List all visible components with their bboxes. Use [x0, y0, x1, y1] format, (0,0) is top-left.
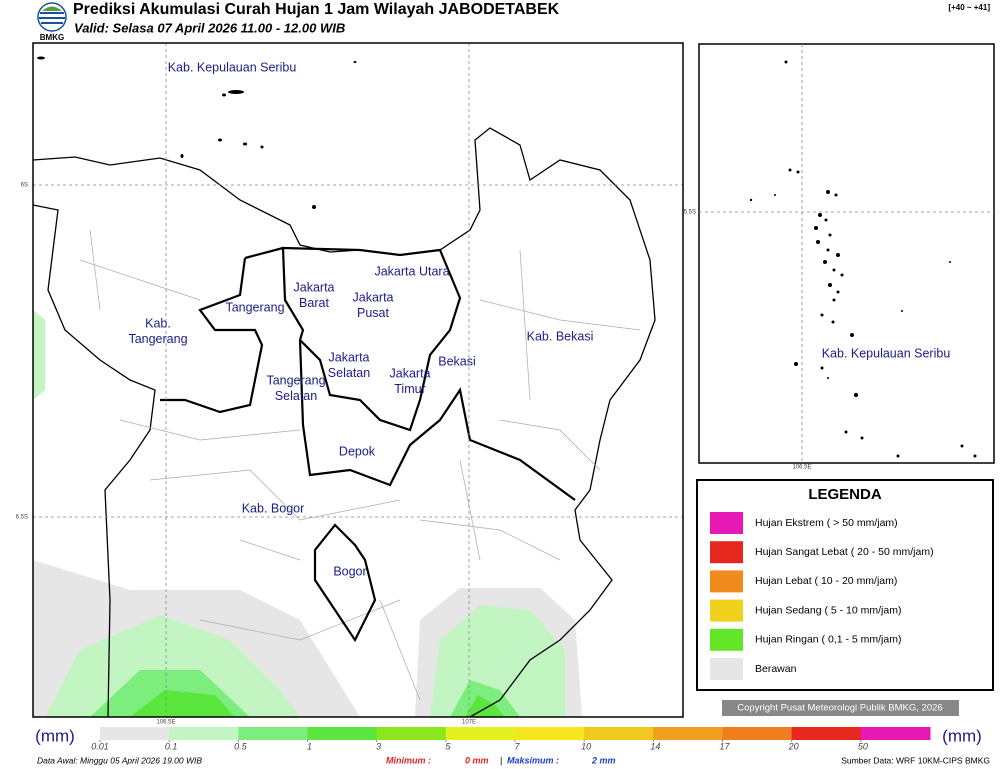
map-label: Jakarta [353, 290, 394, 304]
colorbar-segment [238, 727, 308, 740]
legend-label: Hujan Sedang ( 5 - 10 mm/jam) [755, 604, 901, 616]
main-map [32, 42, 684, 718]
lat-label: 6S [21, 183, 28, 189]
map-label: Kab. Bekasi [527, 329, 594, 343]
colorbar-tick-label: 14 [650, 741, 660, 751]
inset-map [698, 43, 995, 464]
copyright-box [722, 700, 959, 716]
lon-label: 106.5E [792, 465, 811, 471]
colorbar-segment [100, 727, 170, 740]
map-label: Bogor [333, 564, 366, 578]
colorbar-segment [307, 727, 378, 740]
colorbar-tick-label: 0.5 [234, 741, 248, 751]
colorbar-segment [169, 727, 239, 740]
data-awal: Data Awal: Minggu 05 April 2026 19.00 WI… [37, 755, 202, 765]
legend-title: LEGENDA [808, 486, 882, 503]
max-value: 2 mm [591, 755, 616, 765]
islands [37, 56, 357, 209]
colorbar-segment [722, 727, 793, 740]
map-label: Barat [299, 296, 329, 310]
light-rain-area [33, 310, 45, 400]
map-label: Jakarta [329, 350, 370, 364]
colorbar-segment [376, 727, 447, 740]
jakarta-boundary [281, 246, 462, 432]
colorbar-segment [515, 727, 585, 740]
colorbar-tick-label: 0.1 [165, 741, 178, 751]
unit-label: (mm) [35, 726, 75, 745]
max-label: Maksimum : [507, 755, 559, 765]
colorbar-segment [860, 727, 931, 740]
map-label: Jakarta [390, 366, 431, 380]
legend-swatch [710, 628, 743, 651]
colorbar-tick-label: 1 [307, 741, 312, 751]
legend-label: Hujan Lebat ( 10 - 20 mm/jam) [755, 575, 897, 587]
map-label: Jakarta Utara [374, 264, 449, 278]
source: Sumber Data: WRF 10KM-CIPS BMKG [841, 755, 990, 765]
min-label: Minimum : [386, 755, 431, 765]
province-boundary [160, 246, 576, 501]
map-label: Kab. Kepulauan Seribu [168, 60, 297, 74]
colorbar-tick-label: 7 [514, 741, 520, 751]
colorbar-tick-label: 17 [719, 741, 730, 751]
map-label: Depok [339, 444, 376, 458]
colorbar-tick-label: 3 [376, 741, 381, 751]
map-label: Bekasi [438, 354, 476, 368]
colorbar-tick-label: 5 [445, 741, 451, 751]
land-boundary [33, 204, 156, 717]
colorbar-segment [445, 727, 516, 740]
rain-area [450, 680, 520, 717]
map-label: Jakarta [294, 280, 335, 294]
lon-label: 107E [462, 720, 476, 726]
logo-text: BMKG [40, 33, 64, 42]
map-label: Tangerang [128, 332, 187, 346]
legend-swatch [710, 512, 743, 534]
legend-swatch [710, 570, 743, 593]
colorbar-tick-label: 20 [788, 741, 799, 751]
lat-label: 6.5S [16, 515, 28, 521]
inset-label: Kab. Kepulauan Seribu [822, 346, 951, 360]
colorbar-segment [584, 727, 654, 740]
colorbar-tick-label: 50 [858, 741, 868, 751]
map-label: Kab. [145, 316, 171, 330]
unit-label: (mm) [942, 726, 982, 745]
map-label: Tangerang [225, 300, 284, 314]
range: [+40 ~ +41] [948, 3, 990, 12]
bogor-boundary [313, 523, 377, 643]
colorbar-tick-label: 10 [581, 741, 591, 751]
legend-label: Hujan Ringan ( 0,1 - 5 mm/jam) [755, 634, 901, 646]
title: Prediksi Akumulasi Curah Hujan 1 Jam Wil… [73, 1, 560, 18]
lon-label: 106.5E [156, 720, 175, 726]
rain-area [465, 695, 505, 717]
legend-label: Hujan Sangat Lebat ( 20 - 50 mm/jam) [755, 546, 934, 558]
light-rain-area [430, 605, 565, 717]
separator: | [500, 755, 502, 765]
legend-swatch [710, 658, 743, 680]
lat-label: 5.5S [684, 210, 696, 216]
legend-label: Berawan [755, 663, 797, 675]
min-value: 0 mm [465, 755, 489, 765]
subtitle: Valid: Selasa 07 April 2026 11.00 - 12.0… [74, 20, 345, 35]
map-label: Pusat [357, 306, 389, 320]
copyright: Copyright Pusat Meteorologi Publik BMKG,… [737, 703, 942, 714]
map-label: Selatan [328, 366, 370, 380]
legend-box [696, 479, 994, 691]
coastline [33, 127, 656, 717]
map-label: Kab. Bogor [242, 501, 305, 515]
colorbar-segment [653, 727, 723, 740]
colorbar-tick-label: 0.01 [91, 741, 109, 751]
district-lines [79, 229, 641, 701]
map-label: Timur [394, 382, 425, 396]
rain-area [130, 690, 235, 717]
map-label: Tangerang [266, 373, 325, 387]
map-label: Selatan [275, 389, 317, 403]
colorbar-segment [791, 727, 862, 740]
logo [37, 2, 67, 32]
legend-swatch [710, 541, 743, 564]
legend-swatch [710, 599, 743, 622]
legend-label: Hujan Ekstrem ( > 50 mm/jam) [755, 517, 898, 529]
